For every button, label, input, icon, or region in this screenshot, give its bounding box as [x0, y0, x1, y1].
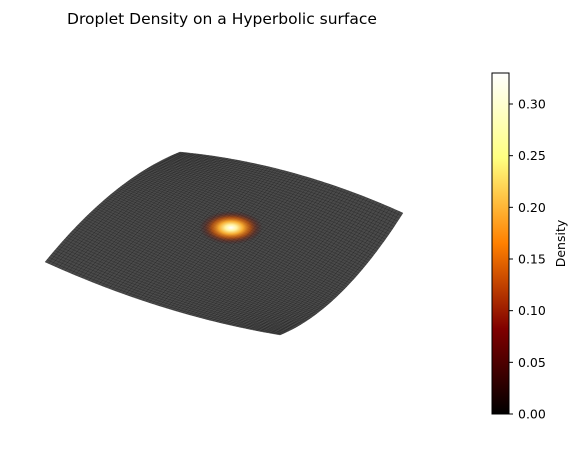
surface-wire — [279, 212, 404, 336]
colorbar: 0.00 0.05 0.10 0.15 0.20 0.25 0.30 Density — [491, 72, 568, 422]
hotspot-glow — [199, 210, 263, 245]
surface-wire — [205, 185, 334, 320]
surface-wire — [249, 200, 375, 330]
surface-wire — [239, 196, 365, 328]
colorbar-tick-label: 0.30 — [518, 97, 546, 112]
surface-wire — [219, 189, 346, 323]
surface-wire — [182, 177, 311, 314]
surface-wire — [246, 199, 372, 329]
surface-wire — [212, 187, 340, 322]
surface-wire — [145, 169, 372, 259]
surface-wire — [195, 181, 324, 317]
surface-wire — [139, 172, 367, 265]
surface-wire — [172, 155, 397, 225]
colorbar-ticks: 0.00 0.05 0.10 0.15 0.20 0.25 0.30 — [509, 97, 546, 422]
surface-wire — [202, 183, 330, 319]
surface-wire — [273, 209, 397, 335]
surface-wire — [259, 204, 385, 332]
surface-wire — [236, 195, 362, 327]
colorbar-tick-label: 0.20 — [518, 200, 546, 215]
colorbar-label: Density — [553, 219, 568, 267]
colorbar-tick-label: 0.25 — [518, 148, 546, 163]
surface-wire — [192, 180, 321, 316]
colorbar-tick-label: 0.00 — [518, 407, 546, 422]
surface-wire — [276, 211, 400, 335]
surface-wire — [209, 186, 337, 321]
surface-wire — [178, 152, 402, 217]
surface-wire — [185, 178, 314, 315]
colorbar-gradient — [491, 72, 510, 415]
surface-wire — [226, 191, 353, 325]
colorbar-tick-label: 0.10 — [518, 303, 546, 318]
surface-wire — [252, 201, 378, 331]
surface-wire — [256, 203, 381, 331]
surface-wire — [216, 188, 343, 322]
surface-wire — [229, 193, 356, 326]
surface-wire — [242, 197, 369, 329]
surface-wire — [156, 162, 382, 245]
surface-wire — [152, 164, 379, 250]
surface-wire — [164, 158, 389, 235]
surface-wire — [149, 167, 375, 254]
surface-wire — [170, 155, 395, 227]
surface-wire — [172, 175, 302, 311]
surface-wire — [151, 165, 377, 252]
colorbar-tick-label: 0.05 — [518, 355, 546, 370]
surface-wire — [175, 175, 305, 312]
surface-wire — [266, 207, 391, 333]
chart-title: Droplet Density on a Hyperbolic surface — [67, 10, 377, 28]
colorbar-tick-label: 0.15 — [518, 252, 546, 267]
surface-wire — [176, 153, 400, 219]
surface-wire — [158, 161, 384, 242]
surface-wire — [141, 171, 368, 263]
surface-wire — [174, 154, 398, 222]
surface-wire — [162, 159, 388, 238]
surface-wire — [160, 160, 386, 240]
surface-wire — [147, 168, 374, 257]
surface-wire — [189, 179, 318, 315]
surface-wire — [263, 205, 388, 333]
surface-wire — [166, 157, 391, 232]
surface-wire — [232, 194, 359, 326]
surface-wire — [143, 170, 370, 261]
surface-wire — [154, 163, 381, 247]
density-hotspot — [199, 210, 263, 245]
surface-wire — [269, 208, 394, 334]
surface-wire — [179, 151, 404, 214]
surface-wire — [179, 176, 308, 313]
surface-wire — [199, 182, 327, 318]
surface-wire — [222, 190, 349, 324]
surface-wire — [168, 156, 393, 230]
